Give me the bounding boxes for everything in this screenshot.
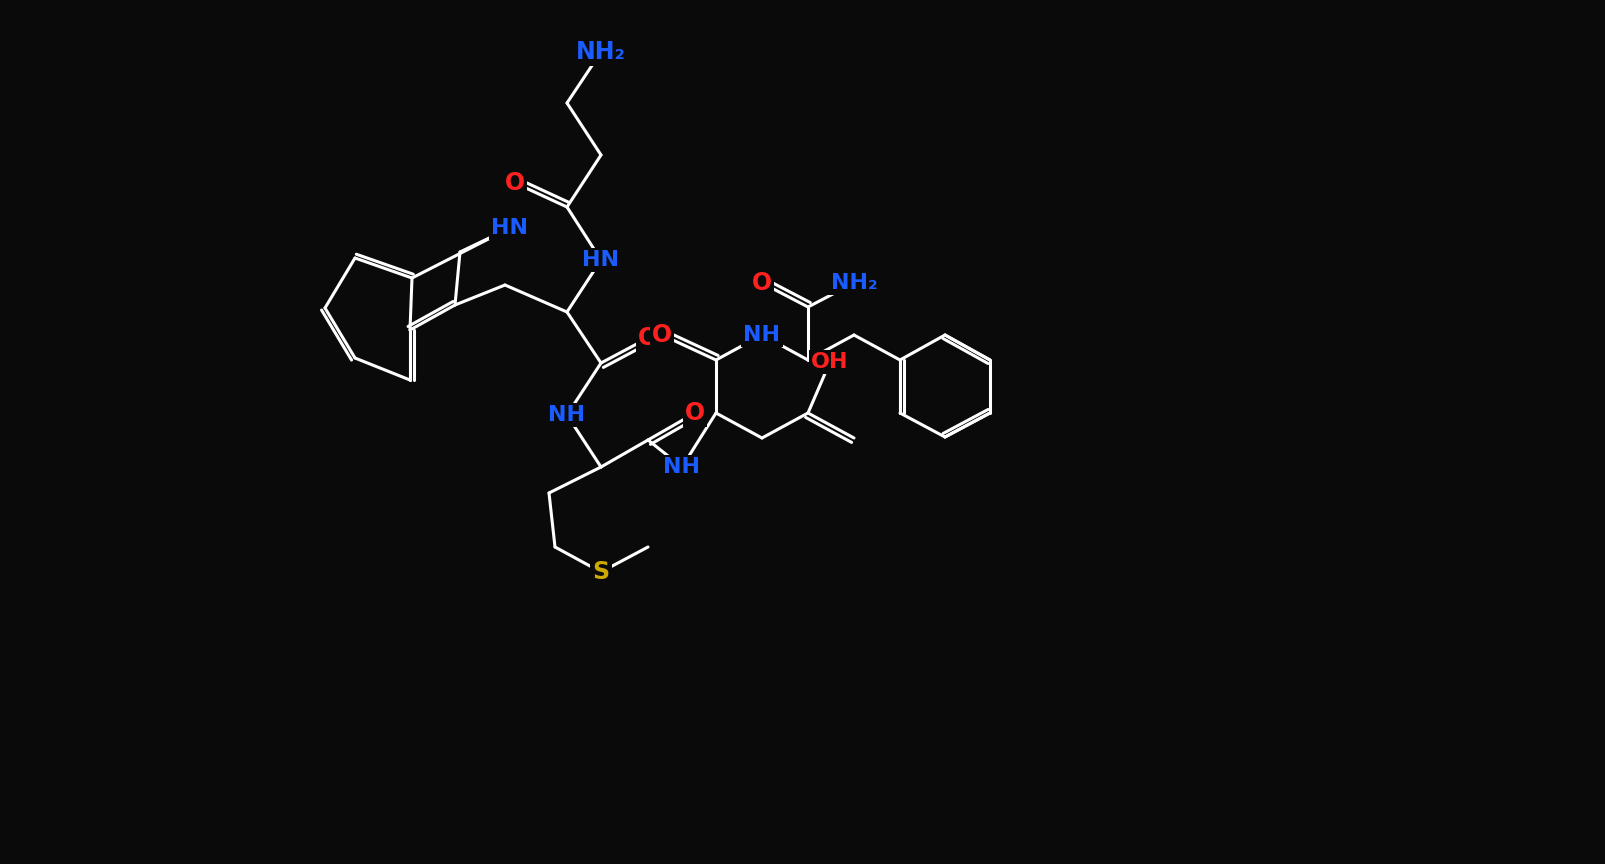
Text: O: O: [504, 171, 525, 195]
Text: NH: NH: [549, 405, 586, 425]
Text: OH: OH: [811, 352, 847, 372]
Text: O: O: [751, 271, 772, 295]
Text: O: O: [637, 326, 658, 350]
Text: NH: NH: [743, 325, 780, 345]
Text: NH₂: NH₂: [576, 40, 626, 64]
Text: HN: HN: [583, 250, 620, 270]
Text: O: O: [652, 323, 671, 347]
Text: S: S: [592, 560, 610, 584]
Text: HN: HN: [491, 218, 528, 238]
Text: NH₂: NH₂: [830, 273, 876, 293]
Text: NH: NH: [663, 457, 700, 477]
Text: O: O: [684, 401, 705, 425]
